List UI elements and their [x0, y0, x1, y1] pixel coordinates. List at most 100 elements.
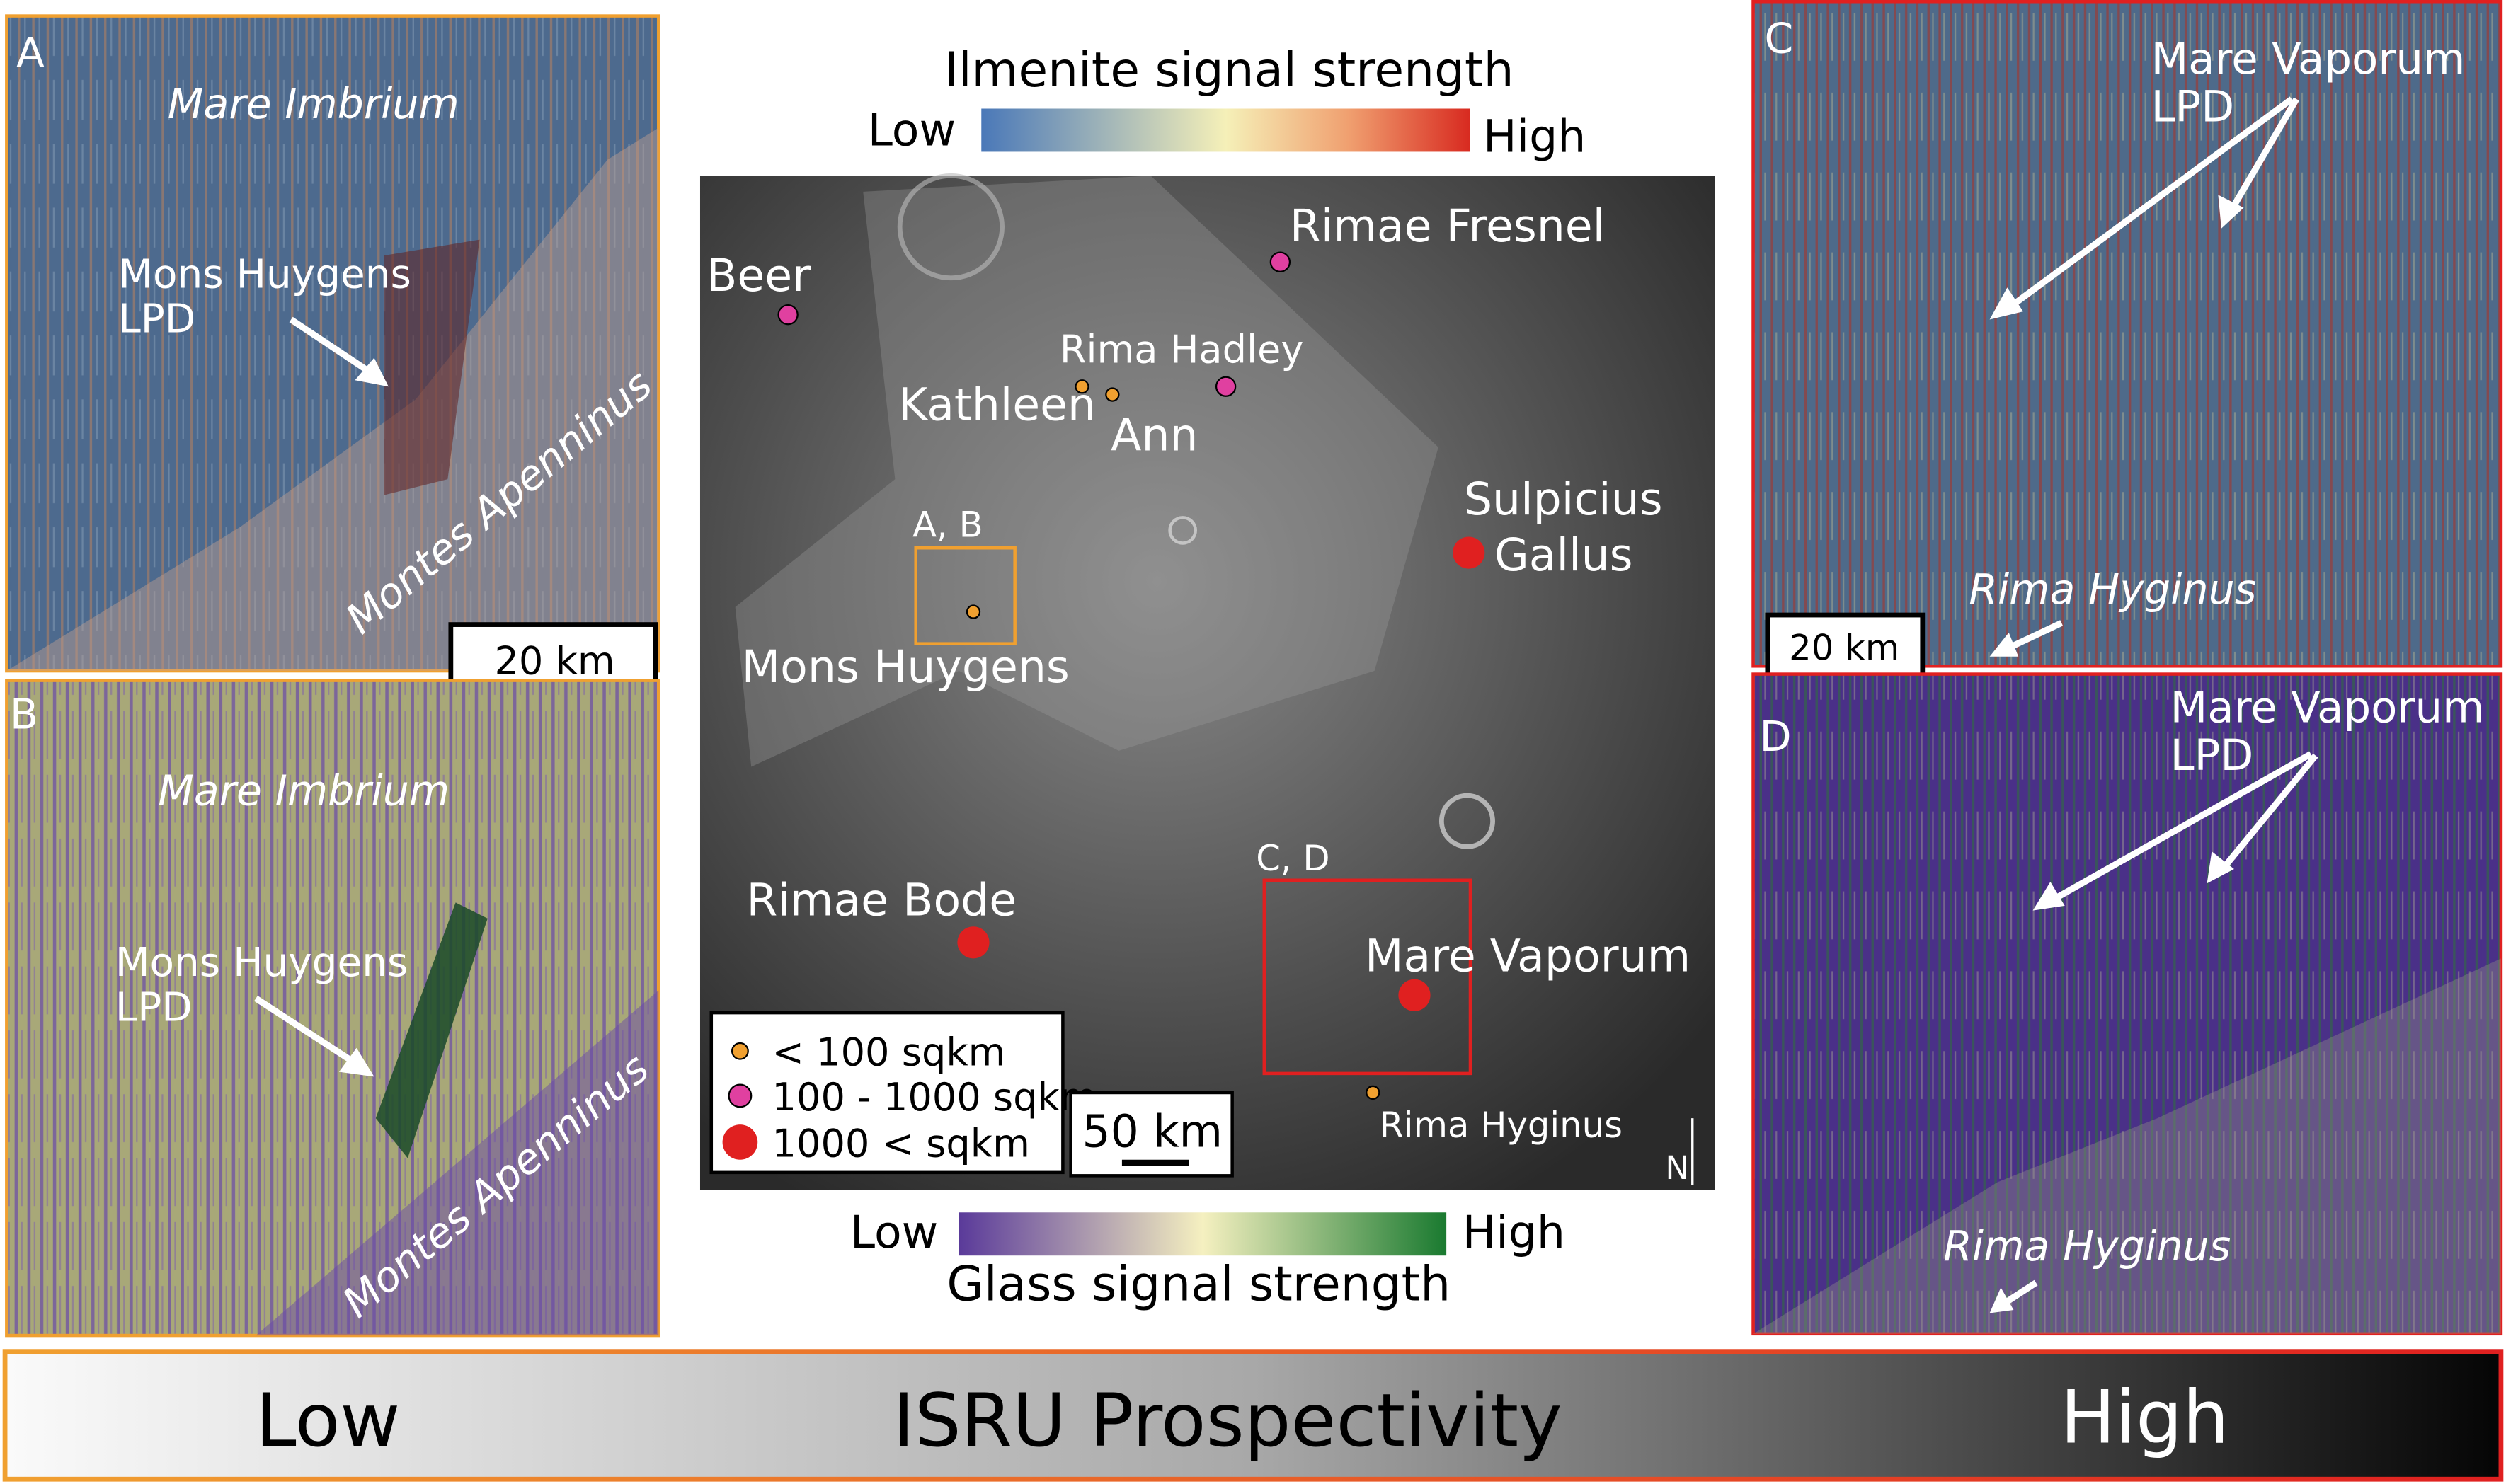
colorbar [959, 1212, 1447, 1256]
arrow [2219, 753, 2318, 873]
arrow-head [1989, 632, 2019, 657]
box-label: A, B [912, 504, 983, 545]
legend [709, 1011, 1065, 1175]
box-label: C, D [1256, 838, 1329, 879]
panel-c: C Mare Vaporum LPD Rima Hyginus 20 km [1751, 0, 2503, 693]
arrow [254, 996, 363, 1070]
colorbar-low: Low [868, 103, 956, 156]
label: Rima Hyginus [1969, 565, 2256, 614]
label: Mare Vaporum [2170, 682, 2485, 732]
site-large [1398, 979, 1431, 1011]
label: Mare Imbrium [158, 767, 450, 815]
arrow-head [2218, 195, 2244, 229]
site-medium [777, 304, 799, 326]
site-label: Gallus [1494, 529, 1633, 581]
terrain [256, 990, 659, 1336]
inset-box [1262, 878, 1472, 1076]
crater [897, 173, 1005, 281]
label: LPD [118, 297, 195, 343]
scale-label: 20 km [494, 639, 614, 684]
arrow [2228, 97, 2299, 213]
panel-image [1751, 672, 2503, 1336]
legend-label: 1000 < sqkm [772, 1121, 1030, 1166]
terrain [735, 176, 1438, 767]
site-medium [1215, 376, 1237, 397]
terrain [375, 902, 488, 1158]
site-label: Sulpicius [1464, 473, 1663, 525]
footer-low: Low [256, 1379, 400, 1463]
site-label: Rima Hyginus [1379, 1105, 1623, 1146]
site-label: Mare Vaporum [1365, 929, 1690, 982]
gradient-bar [2, 1349, 2504, 1482]
colorbar-title: Ilmenite signal strength [944, 42, 1514, 98]
crater [1168, 516, 1197, 545]
panel-letter: C [1764, 14, 1793, 62]
label: Mons Huygens [118, 251, 411, 297]
terrain [1753, 958, 2501, 1334]
arrow [2008, 96, 2294, 310]
scale-label: 20 km [1789, 627, 1899, 668]
label: Rima Hyginus [1943, 1222, 2231, 1270]
footer-high: High [2060, 1375, 2229, 1460]
arrow [2052, 751, 2313, 902]
site-large [957, 926, 990, 959]
scale-label: 50 km [1082, 1105, 1223, 1158]
arrow [2006, 620, 2064, 652]
center-map: A, B C, D Beer Rimae Fresnel Rima Hadley… [699, 173, 1715, 1190]
legend-marker [722, 1124, 758, 1160]
label: Mons Huygens [115, 940, 408, 986]
label: LPD [115, 984, 193, 1030]
colorbar-low: Low [850, 1206, 938, 1258]
site-medium [1269, 251, 1291, 272]
label: Mare Imbrium [168, 80, 459, 128]
north-label: N [1665, 1149, 1689, 1187]
arrow-head [2207, 851, 2234, 884]
label: Mare Vaporum [2151, 34, 2466, 84]
crater [1438, 793, 1495, 849]
site-label: Rimae Fresnel [1290, 200, 1605, 252]
arrow-head [2032, 882, 2065, 911]
panel-image [1751, 0, 2503, 668]
legend-marker [731, 1042, 749, 1060]
label: LPD [2151, 82, 2235, 132]
site-small [1366, 1085, 1380, 1100]
colorbar [981, 108, 1470, 152]
site-label: Mons Huygens [742, 640, 1070, 693]
legend-label: 100 - 1000 sqkm [772, 1075, 1097, 1120]
site-large [1453, 536, 1485, 569]
site-small [1105, 387, 1120, 402]
site-small [1075, 379, 1089, 394]
site-label: Ann [1111, 409, 1198, 461]
colorbars: Ilmenite signal strength Low High Low Hi… [850, 42, 1586, 1312]
site-label: Rimae Bode [746, 873, 1017, 926]
arrow [289, 316, 379, 380]
site-label: Kathleen [898, 379, 1096, 431]
colorbar-high: High [1463, 1206, 1565, 1258]
panel-a: A Mare Imbrium Mons Huygens LPD Montes A… [5, 14, 661, 711]
site-small [966, 604, 981, 619]
terrain [384, 239, 480, 495]
panel-letter: A [16, 29, 45, 77]
colorbar-high: High [1483, 110, 1586, 162]
panel-letter: B [10, 690, 38, 738]
arrow [2002, 1279, 2038, 1306]
panel-letter: D [1760, 713, 1792, 761]
prospectivity-bar: Low ISRU Prospectivity High [2, 1349, 2504, 1482]
legend-marker [728, 1083, 753, 1108]
inset-box [914, 546, 1017, 645]
site-label: Rima Hadley [1060, 327, 1304, 372]
site-label: Beer [706, 249, 811, 301]
arrow-head [355, 357, 389, 387]
panel-d: D Mare Vaporum LPD Rima Hyginus [1751, 672, 2503, 1336]
arrow-head [1989, 1287, 2014, 1313]
terrain [6, 127, 659, 672]
arrow-head [1989, 287, 2024, 320]
legend-label: < 100 sqkm [772, 1030, 1006, 1075]
colorbar-title: Glass signal strength [946, 1255, 1451, 1311]
arrow-head [338, 1047, 374, 1077]
label: LPD [2170, 730, 2254, 781]
panel-b: B Mare Imbrium Mons Huygens LPD Montes A… [5, 679, 660, 1338]
footer-title: ISRU Prospectivity [893, 1379, 1562, 1463]
